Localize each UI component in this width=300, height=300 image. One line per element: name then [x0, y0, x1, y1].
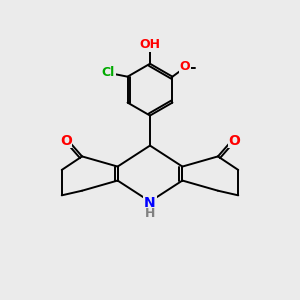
Text: O: O — [60, 134, 72, 148]
Text: Cl: Cl — [102, 66, 115, 79]
Text: O: O — [228, 134, 240, 148]
Text: N: N — [144, 196, 156, 210]
Text: O: O — [180, 60, 190, 73]
Text: OH: OH — [140, 38, 160, 51]
Text: H: H — [145, 207, 155, 220]
